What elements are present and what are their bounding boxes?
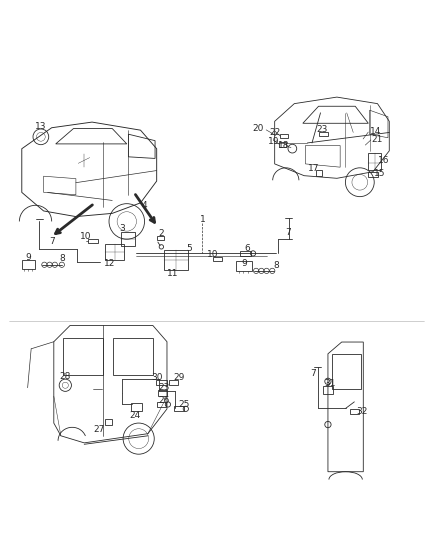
Bar [157,402,166,407]
Text: 21: 21 [371,134,383,143]
Text: 10: 10 [207,250,218,259]
Text: 23: 23 [316,125,327,134]
Bar [279,142,286,147]
Text: 22: 22 [269,127,280,136]
Text: 19: 19 [268,136,279,146]
Text: 28: 28 [60,372,71,381]
Text: 11: 11 [167,269,179,278]
Text: 9: 9 [25,253,31,262]
Bar [240,251,251,256]
Text: 24: 24 [130,411,141,421]
Bar [368,172,378,176]
Bar [316,171,322,176]
Text: 23: 23 [159,383,170,392]
Bar [158,391,167,395]
Text: 1: 1 [200,215,205,224]
Text: 18: 18 [278,141,290,150]
Bar [169,379,178,385]
Text: 25: 25 [178,400,190,409]
Bar [105,419,113,425]
Text: 2: 2 [159,229,164,238]
Text: 9: 9 [241,259,247,268]
Bar [88,239,98,244]
Bar [21,260,35,269]
Bar [131,403,142,411]
Bar [319,132,328,136]
Text: 14: 14 [370,127,381,136]
Text: 3: 3 [119,223,125,232]
Text: 16: 16 [378,156,390,165]
Text: 8: 8 [273,261,279,270]
Text: 13: 13 [35,122,46,131]
Text: 7: 7 [285,228,291,237]
Text: 17: 17 [308,164,320,173]
Text: 32: 32 [357,407,368,416]
Text: 8: 8 [59,254,65,263]
Text: 27: 27 [93,425,105,434]
Text: 26: 26 [159,396,170,405]
Text: 4: 4 [142,201,148,210]
Bar [106,244,124,260]
Text: 30: 30 [151,373,163,382]
Bar [280,134,288,138]
Bar [237,261,252,271]
Text: 29: 29 [173,373,184,382]
Bar [121,232,135,246]
Bar [157,236,164,240]
Bar [332,354,361,389]
Text: 10: 10 [80,232,92,241]
Bar [368,153,381,171]
Text: 5: 5 [187,244,192,253]
Text: 31: 31 [325,379,336,388]
Text: 12: 12 [104,259,115,268]
Text: 7: 7 [49,237,55,246]
Bar [323,386,332,394]
Text: 15: 15 [374,169,385,179]
Bar [213,257,222,261]
Text: 6: 6 [244,244,250,253]
Bar [350,409,359,414]
Text: 20: 20 [253,125,264,133]
Bar [164,251,188,270]
Text: 7: 7 [311,369,316,378]
Bar [174,406,184,411]
Bar [155,379,166,385]
